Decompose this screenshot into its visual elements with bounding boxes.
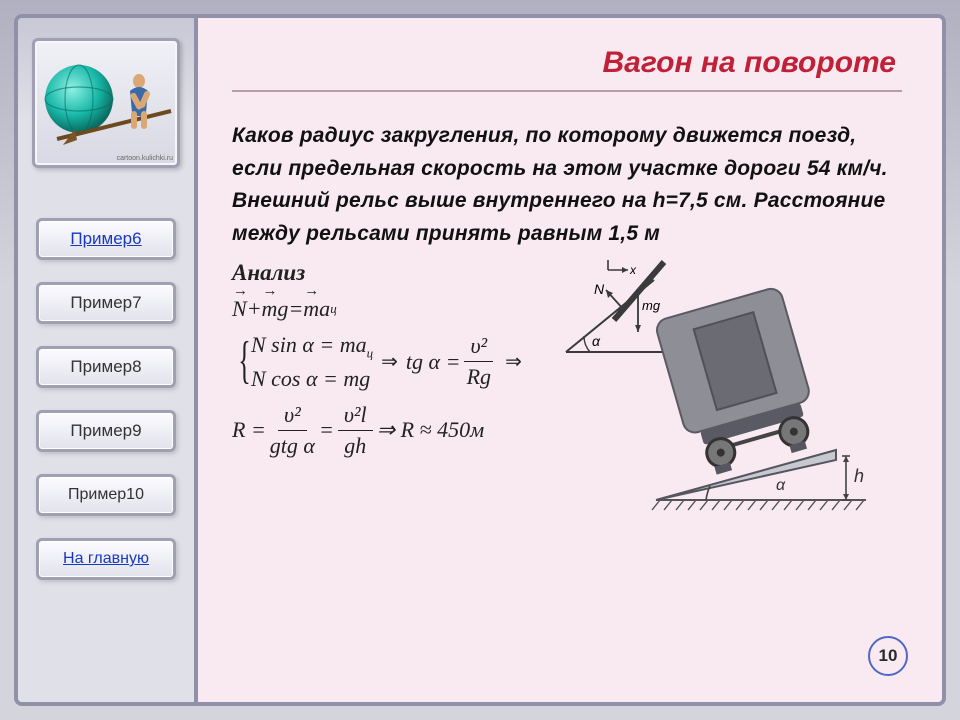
svg-text:mg: mg (642, 298, 661, 313)
diagrams-column: x y N mg (548, 260, 902, 555)
sidebar-item-example10[interactable]: Пример10 (36, 474, 176, 516)
sidebar-item-example9[interactable]: Пример9 (36, 410, 176, 452)
implies-icon: ⇒ (505, 349, 522, 374)
vector-ma: ma (303, 296, 330, 322)
page-number: 10 (879, 646, 898, 666)
fraction-v2-gtga: υ² gtg α (270, 402, 315, 459)
sidebar-item-label: На главную (63, 550, 149, 568)
sidebar-item-label: Пример6 (70, 229, 141, 249)
sidebar-item-example7[interactable]: Пример7 (36, 282, 176, 324)
sidebar-item-example8[interactable]: Пример8 (36, 346, 176, 388)
sidebar: cartoon.kulichki.ru Пример6 Пример7 Прим… (18, 18, 198, 702)
fraction-v2l-gh: υ²l gh (338, 402, 373, 459)
sidebar-item-label: Пример8 (70, 357, 141, 377)
analysis-row: Анализ N + mg = maц { N sin α = maц N co… (232, 260, 902, 555)
svg-text:N: N (594, 281, 605, 297)
svg-text:x: x (629, 263, 637, 277)
sidebar-item-example6[interactable]: Пример6 (36, 218, 176, 260)
app-root: cartoon.kulichki.ru Пример6 Пример7 Прим… (0, 0, 960, 720)
equation-system: { N sin α = maц N cos α = mg ⇒ tg α = υ²… (232, 332, 530, 391)
svg-text:α: α (592, 333, 601, 349)
svg-text:α: α (776, 477, 786, 494)
content-area: Вагон на повороте Каков радиус закруглен… (198, 18, 942, 702)
sidebar-item-home[interactable]: На главную (36, 538, 176, 580)
sidebar-item-label: Пример9 (70, 421, 141, 441)
page-number-badge: 10 (868, 636, 908, 676)
svg-text:h: h (854, 466, 864, 486)
wagon-diagram: α h (652, 286, 866, 510)
brace-icon: { (238, 338, 250, 385)
title-divider (232, 90, 902, 92)
vector-mg: mg (262, 296, 289, 322)
diagrams-svg: x y N mg (548, 260, 868, 550)
logo-credit: cartoon.kulichki.ru (117, 155, 173, 162)
logo-box: cartoon.kulichki.ru (32, 38, 180, 168)
implies-icon: ⇒ (381, 349, 398, 374)
sidebar-item-label: Пример7 (70, 293, 141, 313)
page-title: Вагон на повороте (232, 46, 902, 80)
globe-lever-icon (35, 41, 180, 168)
problem-text: Каков радиус закругления, по которому дв… (232, 120, 902, 250)
vector-N: N (232, 296, 247, 322)
equation-vector: N + mg = maц (232, 296, 530, 322)
formulas-block: Анализ N + mg = maц { N sin α = maц N co… (232, 260, 530, 555)
main-frame: cartoon.kulichki.ru Пример6 Пример7 Прим… (14, 14, 946, 706)
fraction-v2-rg: υ² Rg (464, 333, 493, 390)
sidebar-item-label: Пример10 (68, 486, 144, 504)
equation-result: R = υ² gtg α = υ²l gh ⇒ R ≈ 450м (232, 402, 530, 459)
